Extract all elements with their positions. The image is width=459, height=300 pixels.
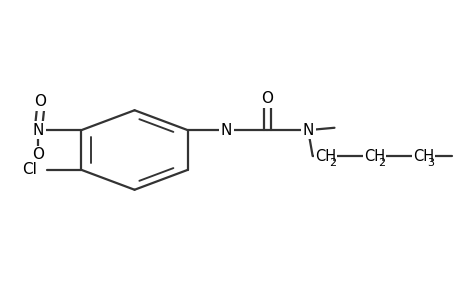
Text: 3: 3 [427, 158, 434, 168]
Text: CH: CH [412, 149, 433, 164]
Text: O: O [32, 147, 44, 162]
Text: N: N [220, 123, 231, 138]
Text: Cl: Cl [22, 162, 37, 177]
Text: O: O [261, 91, 273, 106]
Text: 2: 2 [378, 158, 385, 168]
Text: CH: CH [314, 149, 336, 164]
Text: N: N [33, 123, 44, 138]
Text: CH: CH [363, 149, 384, 164]
Text: O: O [34, 94, 46, 109]
Text: N: N [302, 123, 313, 138]
Text: 2: 2 [329, 158, 336, 168]
